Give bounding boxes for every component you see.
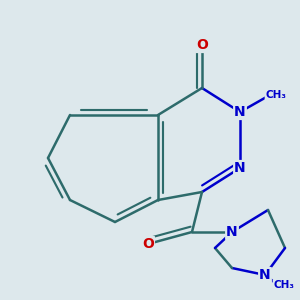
Text: O: O (196, 38, 208, 52)
Text: N: N (234, 105, 246, 119)
Text: CH₃: CH₃ (266, 90, 286, 100)
Text: N: N (226, 225, 238, 239)
Text: O: O (142, 237, 154, 251)
Text: N: N (259, 268, 271, 282)
Text: N: N (234, 161, 246, 175)
Text: CH₃: CH₃ (274, 280, 295, 290)
